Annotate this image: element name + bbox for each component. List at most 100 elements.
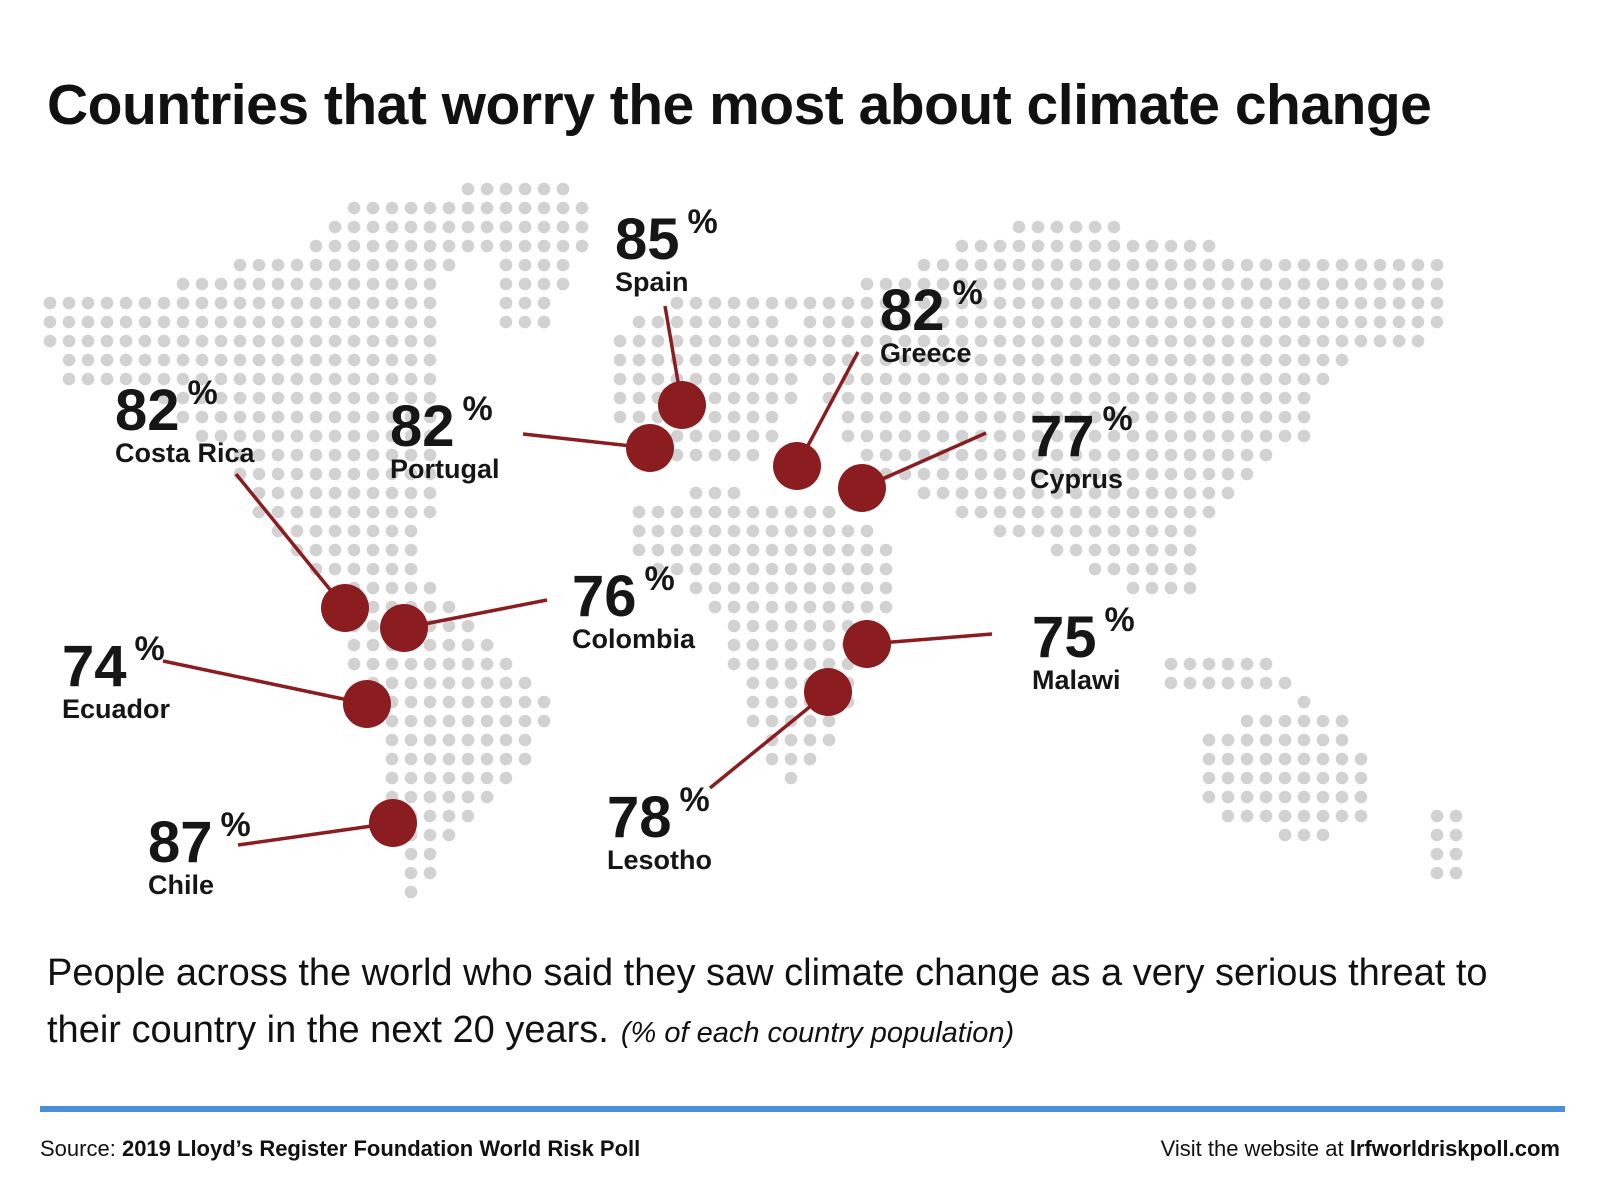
land-dot bbox=[898, 391, 912, 405]
land-dot bbox=[917, 486, 931, 500]
value-cyprus: 77 bbox=[1030, 404, 1095, 469]
land-dot bbox=[1221, 467, 1235, 481]
land-dot bbox=[727, 353, 741, 367]
land-dot bbox=[1050, 334, 1064, 348]
value-portugal: 82 bbox=[390, 394, 455, 459]
land-dot bbox=[1221, 771, 1235, 785]
land-dot bbox=[233, 429, 247, 443]
land-dot bbox=[974, 315, 988, 329]
land-dot bbox=[1240, 353, 1254, 367]
land-dot bbox=[708, 429, 722, 443]
land-dot bbox=[404, 657, 418, 671]
land-dot bbox=[461, 182, 475, 196]
land-dot bbox=[784, 657, 798, 671]
land-dot bbox=[328, 258, 342, 272]
land-dot bbox=[1449, 809, 1463, 823]
land-dot bbox=[309, 391, 323, 405]
land-dot bbox=[347, 315, 361, 329]
land-dot bbox=[1012, 315, 1026, 329]
land-dot bbox=[670, 296, 684, 310]
website-link[interactable]: lrfworldriskpoll.com bbox=[1349, 1136, 1560, 1161]
land-dot bbox=[1259, 296, 1273, 310]
label-greece: Greece bbox=[880, 338, 972, 368]
land-dot bbox=[290, 505, 304, 519]
page-title: Countries that worry the most about clim… bbox=[47, 73, 1432, 137]
land-dot bbox=[1145, 353, 1159, 367]
land-dot bbox=[879, 372, 893, 386]
land-dot bbox=[385, 448, 399, 462]
land-dot bbox=[309, 239, 323, 253]
land-dot bbox=[385, 581, 399, 595]
label-lesotho: Lesotho bbox=[607, 845, 712, 875]
land-dot bbox=[290, 524, 304, 538]
land-dot bbox=[1259, 657, 1273, 671]
land-dot bbox=[1411, 334, 1425, 348]
land-dot bbox=[328, 486, 342, 500]
land-dot bbox=[632, 391, 646, 405]
land-dot bbox=[1259, 714, 1273, 728]
land-dot bbox=[1069, 334, 1083, 348]
land-dot bbox=[1335, 315, 1349, 329]
land-dot bbox=[423, 600, 437, 614]
land-dot bbox=[385, 771, 399, 785]
land-dot bbox=[461, 790, 475, 804]
land-dot bbox=[423, 429, 437, 443]
land-dot bbox=[879, 334, 893, 348]
land-dot bbox=[81, 315, 95, 329]
land-dot bbox=[119, 353, 133, 367]
land-dot bbox=[765, 562, 779, 576]
land-dot bbox=[480, 201, 494, 215]
land-dot bbox=[195, 429, 209, 443]
land-dot bbox=[423, 391, 437, 405]
value-ecuador: 74 bbox=[62, 634, 127, 699]
land-dot bbox=[1050, 372, 1064, 386]
land-dot bbox=[1278, 410, 1292, 424]
land-dot bbox=[689, 486, 703, 500]
percent-sign: % bbox=[644, 560, 675, 598]
land-dot bbox=[252, 258, 266, 272]
land-dot bbox=[746, 562, 760, 576]
land-dot bbox=[1069, 372, 1083, 386]
land-dot bbox=[1145, 505, 1159, 519]
land-dot bbox=[404, 410, 418, 424]
land-dot bbox=[1259, 353, 1273, 367]
land-dot bbox=[613, 410, 627, 424]
land-dot bbox=[1069, 448, 1083, 462]
land-dot bbox=[1297, 391, 1311, 405]
land-dot bbox=[860, 448, 874, 462]
land-dot bbox=[993, 296, 1007, 310]
land-dot bbox=[708, 315, 722, 329]
land-dot bbox=[670, 429, 684, 443]
value-greece: 82 bbox=[880, 278, 945, 343]
land-dot bbox=[689, 562, 703, 576]
land-dot bbox=[366, 334, 380, 348]
land-dot bbox=[461, 771, 475, 785]
land-dot bbox=[366, 467, 380, 481]
land-dot bbox=[385, 657, 399, 671]
land-dot bbox=[784, 638, 798, 652]
land-dot bbox=[404, 486, 418, 500]
land-dot bbox=[746, 600, 760, 614]
land-dot bbox=[404, 695, 418, 709]
land-dot bbox=[233, 334, 247, 348]
land-dot bbox=[632, 315, 646, 329]
land-dot bbox=[404, 752, 418, 766]
land-dot bbox=[1088, 334, 1102, 348]
land-dot bbox=[746, 334, 760, 348]
land-dot bbox=[328, 239, 342, 253]
leader-line-colombia bbox=[403, 598, 548, 630]
percent-sign: % bbox=[220, 806, 251, 844]
land-dot bbox=[423, 505, 437, 519]
land-dot bbox=[43, 296, 57, 310]
land-dot bbox=[537, 201, 551, 215]
land-dot bbox=[1373, 315, 1387, 329]
land-dot bbox=[499, 771, 513, 785]
land-dot bbox=[442, 657, 456, 671]
land-dot bbox=[1107, 467, 1121, 481]
land-dot bbox=[1107, 429, 1121, 443]
percent-sign: % bbox=[679, 781, 710, 819]
land-dot bbox=[81, 334, 95, 348]
land-dot bbox=[765, 752, 779, 766]
land-dot bbox=[1240, 467, 1254, 481]
land-dot bbox=[480, 638, 494, 652]
